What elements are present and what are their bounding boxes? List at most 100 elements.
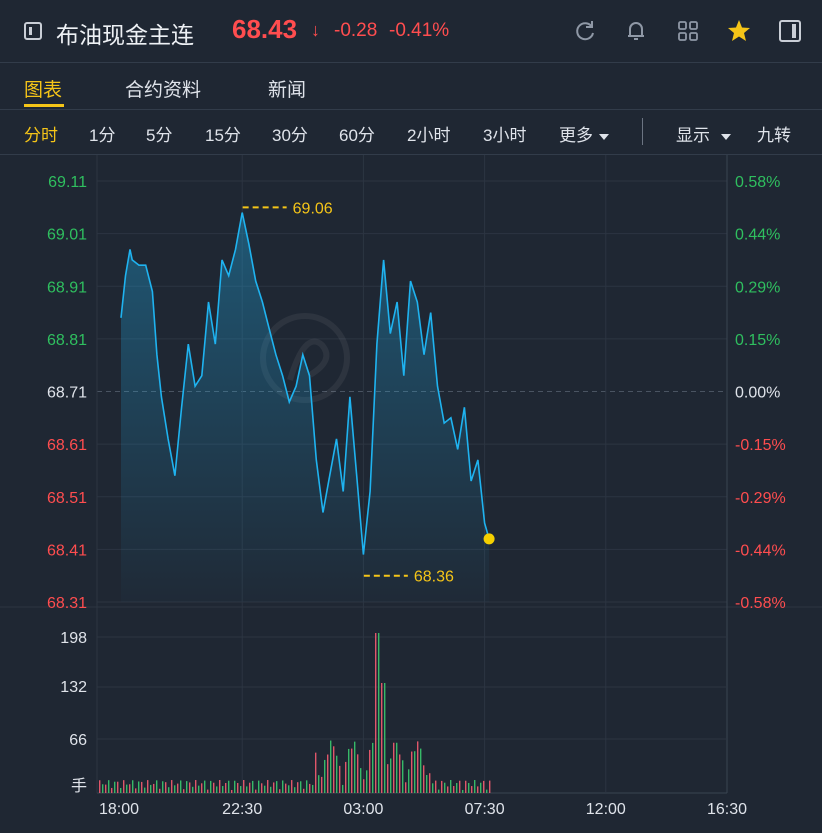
volume-bar [234, 780, 236, 793]
display-dropdown[interactable]: 显示 [676, 121, 731, 146]
volume-bar [429, 773, 431, 793]
volume-bar [174, 785, 176, 793]
volume-bar [489, 780, 491, 793]
volume-bar [399, 754, 401, 793]
volume-bar [129, 784, 131, 793]
chevron-down-icon [721, 133, 731, 140]
price-tick-label: 69.11 [48, 174, 87, 191]
volume-bar [261, 783, 263, 793]
chevron-down-icon [599, 133, 609, 140]
volume-bar [126, 784, 128, 793]
more-dropdown[interactable]: 更多 [559, 121, 609, 146]
volume-bar [372, 742, 374, 793]
period-15min[interactable]: 15分 [205, 126, 241, 145]
period-intraday[interactable]: 分时 [24, 126, 58, 145]
volume-bar [432, 783, 434, 793]
tab-bar: 图表 合约资料 新闻 [0, 63, 822, 109]
volume-bar [369, 749, 371, 793]
volume-bar [282, 780, 284, 793]
volume-bar [189, 782, 191, 793]
volume-bar [243, 780, 245, 793]
volume-bar [390, 758, 392, 793]
volume-bar [366, 770, 368, 793]
volume-bar [102, 784, 104, 793]
nine-turn-toggle[interactable]: 九转 [757, 126, 791, 145]
volume-bar [288, 785, 290, 793]
volume-bar [468, 782, 470, 793]
period-2h[interactable]: 2小时 [407, 126, 451, 145]
price-change-pct: -0.41% [389, 20, 450, 41]
volume-bar [471, 786, 473, 793]
volume-bar [156, 780, 158, 793]
volume-bar [378, 633, 380, 793]
instrument-title: 布油现金主连 [56, 22, 194, 48]
volume-bar [315, 752, 317, 793]
volume-bar [474, 780, 476, 793]
volume-bar [384, 683, 386, 793]
volume-bar [252, 780, 254, 793]
time-tick-label: 18:00 [99, 801, 139, 818]
volume-bar [309, 783, 311, 793]
period-30min[interactable]: 30分 [272, 126, 308, 145]
star-icon[interactable] [726, 18, 752, 44]
volume-bar [192, 786, 194, 793]
volume-bar [345, 761, 347, 793]
volume-bar [225, 783, 227, 793]
volume-bar [327, 754, 329, 793]
price-tick-label: 68.91 [47, 279, 87, 296]
bell-icon[interactable] [623, 18, 649, 44]
tab-news[interactable]: 新闻 [268, 80, 307, 101]
tab-chart[interactable]: 图表 [24, 80, 63, 101]
time-tick-label: 07:30 [465, 801, 505, 818]
volume-bar [195, 780, 197, 793]
volume-tick-label: 132 [60, 679, 87, 696]
volume-bar [441, 780, 443, 793]
volume-bar [219, 780, 221, 793]
volume-bar [105, 784, 107, 793]
down-arrow-icon: ↓ [311, 20, 320, 40]
volume-bar [375, 633, 377, 793]
volume-bar [246, 786, 248, 793]
volume-bar [117, 781, 119, 793]
refresh-icon[interactable] [572, 18, 598, 44]
volume-bar [336, 755, 338, 793]
price-tick-label: 69.01 [47, 227, 87, 244]
volume-bar [171, 780, 173, 793]
volume-bar [330, 740, 332, 793]
back-icon[interactable] [24, 22, 42, 40]
period-1min[interactable]: 1分 [89, 126, 116, 145]
volume-bar [453, 786, 455, 793]
period-3h[interactable]: 3小时 [483, 126, 527, 145]
time-tick-label: 12:00 [586, 801, 626, 818]
volume-bar [216, 786, 218, 793]
time-tick-label: 16:30 [707, 801, 747, 818]
intraday-chart[interactable]: 69.11 69.01 68.91 68.81 68.71 68.61 68.51 68.41… [0, 155, 822, 833]
time-tick-label: 03:00 [343, 801, 383, 818]
extreme-markers: 69.06 68.36 [242, 200, 495, 586]
sidebar-icon[interactable] [777, 18, 803, 44]
volume-bar [177, 783, 179, 793]
volume-bar [114, 781, 116, 793]
volume-bar [249, 782, 251, 793]
volume-bar [180, 780, 182, 793]
period-separator [642, 118, 643, 145]
price-tick-label: 68.31 [47, 595, 87, 612]
display-label: 显示 [676, 126, 710, 145]
period-5min[interactable]: 5分 [146, 126, 173, 145]
volume-bar [477, 786, 479, 793]
volume-bar [420, 748, 422, 793]
volume-bar [312, 784, 314, 793]
volume-bar [417, 741, 419, 793]
volume-bar [255, 789, 257, 793]
volume-bar [270, 786, 272, 793]
grid-icon[interactable] [675, 18, 701, 44]
tab-contract-info[interactable]: 合约资料 [125, 80, 202, 101]
period-60min[interactable]: 60分 [339, 126, 375, 145]
volume-bar [297, 782, 299, 793]
volume-bar [279, 789, 281, 793]
volume-bar [405, 782, 407, 793]
volume-bar [123, 780, 125, 793]
pct-tick-label: -0.58% [735, 595, 786, 612]
pct-tick-label: -0.15% [735, 437, 786, 454]
volume-bar [273, 782, 275, 793]
